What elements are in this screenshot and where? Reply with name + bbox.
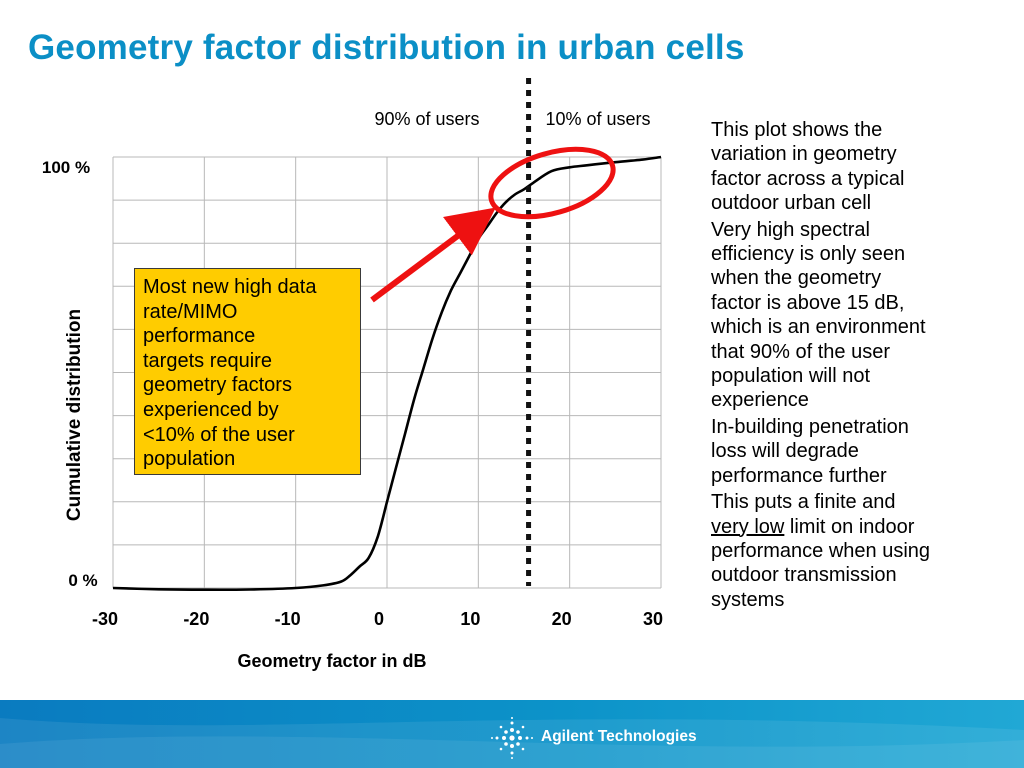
callout-line: rate/MIMO bbox=[143, 300, 238, 323]
note-line: experience bbox=[711, 389, 809, 412]
callout-line: population bbox=[143, 448, 236, 471]
note-line: which is an environment bbox=[711, 316, 926, 339]
spark-logo-icon bbox=[491, 717, 533, 759]
callout-line: Most new high data bbox=[143, 276, 317, 298]
note-paragraph-4: This puts a finite and very low limit on… bbox=[711, 490, 1011, 612]
note-paragraph-3: In-building penetration loss will degrad… bbox=[711, 415, 1011, 488]
note-line: when the geometry bbox=[711, 267, 882, 290]
side-notes: This plot shows the variation in geometr… bbox=[711, 118, 1011, 614]
callout-line: geometry factors bbox=[143, 374, 292, 397]
x-tick-label: -20 bbox=[183, 609, 209, 629]
brand-name: Agilent Technologies bbox=[541, 728, 697, 745]
note-line: systems bbox=[711, 588, 785, 611]
y-tick-label: 100 % bbox=[42, 158, 90, 177]
note-line: This puts a finite and bbox=[711, 491, 896, 514]
note-line: that 90% of the user bbox=[711, 340, 891, 363]
note-line: loss will degrade bbox=[711, 440, 859, 463]
callout-line: experienced by bbox=[143, 398, 279, 421]
cdf-series-line bbox=[112, 155, 662, 592]
x-tick-label: 10 bbox=[460, 609, 480, 629]
note-paragraph-1: This plot shows the variation in geometr… bbox=[711, 118, 1011, 216]
highlight-ellipse bbox=[488, 146, 616, 220]
note-line: Very high spectral bbox=[711, 218, 870, 241]
underlined-phrase: very low bbox=[711, 515, 785, 538]
note-line: outdoor urban cell bbox=[711, 192, 872, 215]
note-line: performance further bbox=[711, 464, 887, 487]
note-paragraph-2: Very high spectral efficiency is only se… bbox=[711, 218, 1011, 413]
note-line: very low limit on indoor bbox=[711, 515, 1011, 539]
callout-box: Most new high data rate/MIMO performance… bbox=[134, 268, 361, 475]
x-tick-label: 0 bbox=[374, 609, 384, 629]
note-line: performance when using bbox=[711, 539, 931, 562]
note-line: In-building penetration bbox=[711, 415, 909, 438]
x-axis-label: Geometry factor in dB bbox=[237, 651, 426, 671]
callout-line: performance bbox=[143, 325, 256, 348]
note-line: population will not bbox=[711, 365, 870, 388]
note-line: variation in geometry bbox=[711, 143, 897, 166]
region-label-left: 90% of users bbox=[374, 109, 479, 129]
slide-title: Geometry factor distribution in urban ce… bbox=[28, 28, 745, 67]
note-line-rest: limit on indoor bbox=[784, 515, 915, 538]
note-line: efficiency is only seen bbox=[711, 243, 906, 266]
note-line: outdoor transmission bbox=[711, 564, 897, 587]
y-axis-label: Cumulative distribution bbox=[64, 309, 85, 521]
callout-line: targets require bbox=[143, 349, 272, 372]
x-tick-label: -10 bbox=[275, 609, 301, 629]
note-line: This plot shows the bbox=[711, 119, 883, 141]
callout-arrow bbox=[370, 207, 496, 303]
x-tick-label: 20 bbox=[552, 609, 572, 629]
x-tick-label: -30 bbox=[92, 609, 118, 629]
note-line: factor is above 15 dB, bbox=[711, 291, 905, 314]
y-tick-label: 0 % bbox=[68, 571, 97, 590]
x-tick-label: 30 bbox=[643, 609, 663, 629]
note-line: factor across a typical bbox=[711, 167, 905, 190]
callout-line: <10% of the user bbox=[143, 423, 295, 446]
region-label-right: 10% of users bbox=[545, 109, 650, 129]
cdf-chart: -30 -20 -10 0 10 20 30 0 % 100 % Geometry factor… bbox=[42, 78, 663, 671]
